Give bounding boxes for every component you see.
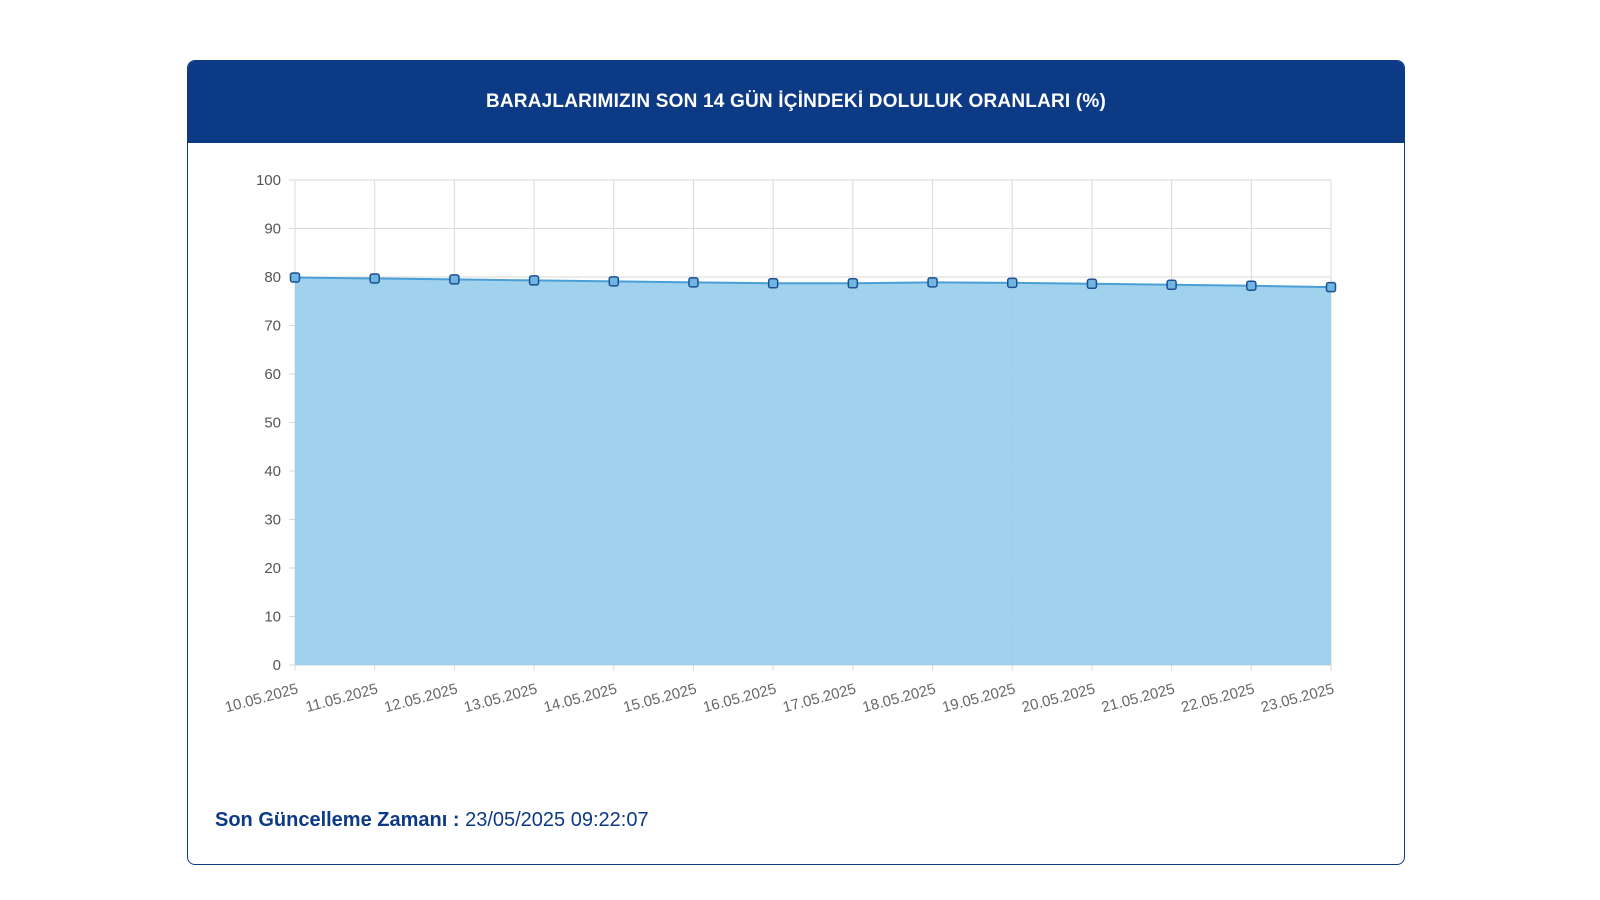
x-tick-label: 23.05.2025 xyxy=(1259,680,1336,716)
data-point[interactable] xyxy=(369,273,380,284)
chart-title: BARAJLARIMIZIN SON 14 GÜN İÇİNDEKİ DOLUL… xyxy=(188,61,1404,143)
y-tick-label: 80 xyxy=(264,269,281,286)
last-update: Son Güncelleme Zamanı : 23/05/2025 09:22… xyxy=(215,809,649,832)
y-tick-label: 0 xyxy=(273,657,281,674)
y-tick-label: 10 xyxy=(264,609,281,626)
x-tick-label: 13.05.2025 xyxy=(462,680,539,716)
fill-rate-chart: 0 10 20 30 40 50 60 70 80 90 100 10.05.2025 11.05.2… xyxy=(223,172,1337,716)
series-line xyxy=(294,276,1332,289)
chart-area: 0 10 20 30 40 50 60 70 80 90 100 10.05.2025 11.05.2… xyxy=(188,143,1404,763)
x-tick-label: 21.05.2025 xyxy=(1100,680,1177,716)
data-point[interactable] xyxy=(289,272,301,283)
x-tick-label: 20.05.2025 xyxy=(1020,680,1097,716)
data-point[interactable] xyxy=(449,274,460,285)
last-update-value: 23/05/2025 09:22:07 xyxy=(465,809,649,831)
x-tick-label: 12.05.2025 xyxy=(383,680,460,716)
y-tick-label: 40 xyxy=(264,463,281,480)
x-tick-label: 15.05.2025 xyxy=(622,680,699,716)
x-tick-labels: 10.05.2025 11.05.2025 12.05.2025 13.05.2025… xyxy=(223,680,1336,716)
points-layer xyxy=(289,272,1337,293)
x-tick-label: 14.05.2025 xyxy=(542,680,619,716)
y-tick-label: 70 xyxy=(264,318,281,335)
data-point[interactable] xyxy=(1325,281,1337,293)
data-point[interactable] xyxy=(608,276,620,287)
data-point[interactable] xyxy=(688,277,699,288)
x-tick-label: 10.05.2025 xyxy=(223,680,300,716)
y-tick-label: 50 xyxy=(264,415,281,432)
data-point[interactable] xyxy=(1246,280,1257,291)
data-point[interactable] xyxy=(528,275,540,286)
y-tick-labels: 0 10 20 30 40 50 60 70 80 90 100 xyxy=(256,172,281,674)
last-update-label: Son Güncelleme Zamanı : xyxy=(215,809,460,831)
data-point[interactable] xyxy=(1006,277,1018,289)
y-tick-label: 30 xyxy=(264,512,281,529)
x-tick-label: 18.05.2025 xyxy=(861,680,938,716)
x-tick-label: 16.05.2025 xyxy=(701,680,778,716)
line-layer xyxy=(294,276,1332,289)
data-point[interactable] xyxy=(927,277,938,288)
series-area xyxy=(295,277,1331,665)
y-tick-label: 60 xyxy=(264,366,281,383)
data-point[interactable] xyxy=(847,278,859,289)
x-tick-label: 11.05.2025 xyxy=(304,680,380,716)
data-point[interactable] xyxy=(1086,278,1098,290)
y-tick-label: 20 xyxy=(264,560,281,577)
chart-card: BARAJLARIMIZIN SON 14 GÜN İÇİNDEKİ DOLUL… xyxy=(187,60,1405,865)
data-point[interactable] xyxy=(767,278,779,289)
data-point[interactable] xyxy=(1166,279,1177,291)
y-tick-label: 100 xyxy=(256,172,281,189)
x-tick-label: 19.05.2025 xyxy=(940,680,1017,716)
x-tick-label: 17.05.2025 xyxy=(781,680,858,716)
x-tick-label: 22.05.2025 xyxy=(1179,680,1256,716)
area-layer xyxy=(295,277,1331,665)
y-tick-label: 90 xyxy=(264,221,281,238)
